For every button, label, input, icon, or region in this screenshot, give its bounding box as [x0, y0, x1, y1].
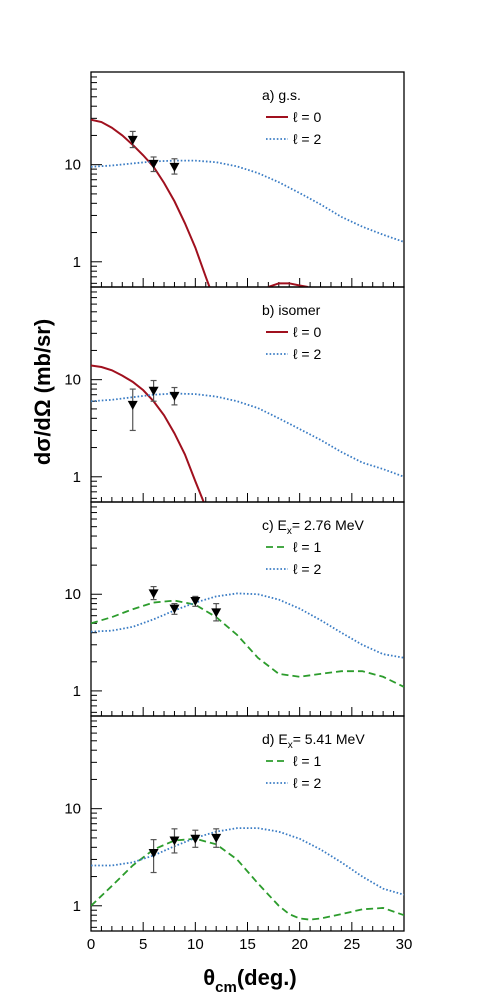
data-marker	[148, 159, 159, 169]
x-tick-label: 25	[343, 936, 360, 953]
data-point	[148, 156, 159, 173]
y-tick-label: 10	[64, 586, 81, 603]
curves	[91, 827, 404, 921]
data-marker	[127, 135, 138, 145]
series-line-1	[91, 599, 404, 688]
panel-label: b) isomer	[262, 302, 321, 318]
data-point	[169, 603, 180, 615]
data-marker	[211, 608, 222, 618]
x-axis-title: θcm(deg.)	[203, 965, 296, 996]
y-tick-label: 10	[64, 801, 81, 818]
panel-label-prefix: c) E	[262, 517, 287, 533]
panel-label-sub: x	[288, 740, 293, 751]
series-line-2	[91, 592, 404, 659]
panel-label: d) Ex= 5.41 MeV	[262, 731, 365, 751]
x-tick-label: 5	[139, 936, 147, 953]
y-tick-label: 1	[73, 898, 81, 915]
panel-label: c) Ex= 2.76 MeV	[262, 517, 365, 537]
x-tick-label: 30	[396, 936, 413, 953]
data-marker	[190, 597, 201, 607]
panel-frame	[90, 71, 405, 288]
series-line-1	[91, 364, 205, 502]
panel-label-sub: x	[287, 526, 292, 537]
legend-entry: ℓ = 1	[293, 539, 321, 555]
legend-entry: ℓ = 2	[293, 346, 321, 362]
panel-4: 1 10 0 5 10 15 20 25 30 d) Ex= 5.41 MeV ℓ = 1 ℓ = 2	[64, 715, 413, 953]
data-point	[190, 829, 201, 848]
series-line-1	[91, 837, 404, 921]
data-marker	[211, 833, 222, 843]
series-line-2	[91, 392, 404, 478]
y-tick-label: 1	[73, 254, 81, 271]
series-line-3	[91, 159, 404, 243]
data-marker	[169, 604, 180, 614]
data-point	[169, 828, 180, 854]
curves	[91, 118, 404, 287]
panel-label-prefix: d) E	[262, 731, 288, 747]
legend-entry: ℓ = 0	[293, 109, 321, 125]
panel-frame	[90, 286, 405, 503]
panel-label-suffix: = 2.76 MeV	[292, 517, 365, 533]
y-axis-title: dσ/dΩ (mb/sr)	[30, 319, 55, 465]
data-marker	[127, 400, 138, 410]
data-point	[211, 828, 222, 848]
series-line-2	[268, 282, 309, 287]
data-point	[127, 388, 138, 432]
x-axis-title-main: θ	[203, 965, 215, 990]
data-marker	[148, 589, 159, 599]
curves	[91, 592, 404, 688]
data-point	[169, 158, 180, 175]
y-tick-label: 10	[64, 157, 81, 174]
legend-entry: ℓ = 2	[293, 775, 321, 791]
panel-label: a) g.s.	[262, 87, 301, 103]
data-point	[169, 386, 180, 406]
panel-2: 1 10 b) isomer ℓ = 0 ℓ = 2	[64, 286, 405, 503]
data-marker	[169, 836, 180, 846]
x-tick-label: 0	[87, 936, 95, 953]
data-marker	[148, 848, 159, 858]
x-tick-label: 15	[239, 936, 256, 953]
legend-entry: ℓ = 1	[293, 753, 321, 769]
data-point	[148, 585, 159, 601]
data-point	[127, 130, 138, 149]
panel-label-suffix: = 5.41 MeV	[293, 731, 366, 747]
data-marker	[169, 162, 180, 172]
y-tick-label: 1	[73, 469, 81, 486]
data-point	[148, 839, 159, 874]
x-tick-label: 20	[291, 936, 308, 953]
series-line-1	[91, 118, 211, 287]
data-marker	[169, 391, 180, 401]
data-point	[190, 595, 201, 607]
panel-1: 1 10 a) g.s. ℓ = 0 ℓ = 2	[64, 71, 405, 288]
x-axis-title-rest: (deg.)	[237, 965, 297, 990]
y-tick-label: 1	[73, 683, 81, 700]
y-tick-label: 10	[64, 372, 81, 389]
data-point	[211, 603, 222, 622]
panel-frame	[90, 715, 405, 932]
panel-frame	[90, 501, 405, 717]
data-marker	[190, 834, 201, 844]
curves	[91, 364, 404, 502]
data-marker	[148, 386, 159, 396]
legend-entry: ℓ = 0	[293, 324, 321, 340]
data-point	[148, 379, 159, 402]
x-tick-label: 10	[187, 936, 204, 953]
legend-entry: ℓ = 2	[293, 561, 321, 577]
x-axis-title-sub: cm	[215, 979, 237, 996]
panel-3: 1 10 c) Ex= 2.76 MeV ℓ = 1 ℓ = 2	[64, 501, 405, 717]
series-line-2	[91, 827, 404, 896]
legend-entry: ℓ = 2	[293, 131, 321, 147]
